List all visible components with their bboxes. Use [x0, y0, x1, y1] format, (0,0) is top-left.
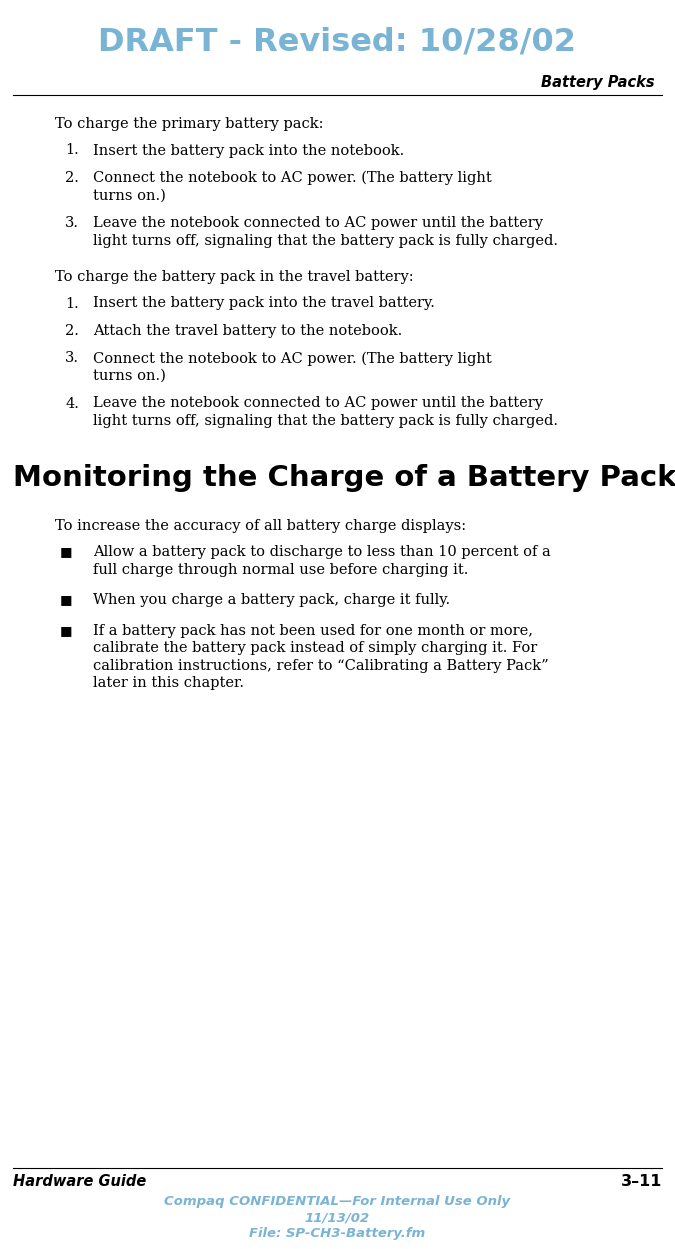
Text: To charge the primary battery pack:: To charge the primary battery pack: — [55, 117, 323, 131]
Text: later in this chapter.: later in this chapter. — [93, 676, 244, 691]
Text: 4.: 4. — [65, 396, 79, 411]
Text: Battery Packs: Battery Packs — [541, 75, 655, 90]
Text: Connect the notebook to AC power. (The battery light: Connect the notebook to AC power. (The b… — [93, 171, 492, 185]
Text: calibrate the battery pack instead of simply charging it. For: calibrate the battery pack instead of si… — [93, 641, 537, 656]
Text: Insert the battery pack into the notebook.: Insert the battery pack into the noteboo… — [93, 144, 404, 157]
Text: 2.: 2. — [65, 171, 79, 185]
Text: turns on.): turns on.) — [93, 368, 166, 383]
Text: Monitoring the Charge of a Battery Pack: Monitoring the Charge of a Battery Pack — [13, 463, 675, 492]
Text: full charge through normal use before charging it.: full charge through normal use before ch… — [93, 562, 468, 577]
Text: ■: ■ — [60, 623, 72, 637]
Text: 3–11: 3–11 — [620, 1174, 662, 1189]
Text: light turns off, signaling that the battery pack is fully charged.: light turns off, signaling that the batt… — [93, 413, 558, 428]
Text: Leave the notebook connected to AC power until the battery: Leave the notebook connected to AC power… — [93, 396, 543, 411]
Text: 3.: 3. — [65, 216, 79, 230]
Text: ■: ■ — [60, 545, 72, 558]
Text: Insert the battery pack into the travel battery.: Insert the battery pack into the travel … — [93, 296, 435, 311]
Text: Connect the notebook to AC power. (The battery light: Connect the notebook to AC power. (The b… — [93, 351, 492, 366]
Text: Leave the notebook connected to AC power until the battery: Leave the notebook connected to AC power… — [93, 216, 543, 230]
Text: 1.: 1. — [65, 144, 79, 157]
Text: turns on.): turns on.) — [93, 189, 166, 202]
Text: To increase the accuracy of all battery charge displays:: To increase the accuracy of all battery … — [55, 518, 466, 532]
Text: If a battery pack has not been used for one month or more,: If a battery pack has not been used for … — [93, 623, 533, 638]
Text: When you charge a battery pack, charge it fully.: When you charge a battery pack, charge i… — [93, 593, 450, 607]
Text: light turns off, signaling that the battery pack is fully charged.: light turns off, signaling that the batt… — [93, 234, 558, 247]
Text: Allow a battery pack to discharge to less than 10 percent of a: Allow a battery pack to discharge to les… — [93, 545, 551, 560]
Text: 3.: 3. — [65, 351, 79, 366]
Text: 1.: 1. — [65, 296, 79, 311]
Text: Attach the travel battery to the notebook.: Attach the travel battery to the noteboo… — [93, 323, 402, 338]
Text: 2.: 2. — [65, 323, 79, 338]
Text: DRAFT - Revised: 10/28/02: DRAFT - Revised: 10/28/02 — [99, 26, 576, 57]
Text: ■: ■ — [60, 593, 72, 606]
Text: Hardware Guide: Hardware Guide — [13, 1174, 146, 1189]
Text: calibration instructions, refer to “Calibrating a Battery Pack”: calibration instructions, refer to “Cali… — [93, 658, 549, 673]
Text: 11/13/02: 11/13/02 — [305, 1212, 370, 1224]
Text: To charge the battery pack in the travel battery:: To charge the battery pack in the travel… — [55, 270, 414, 284]
Text: File: SP-CH3-Battery.fm: File: SP-CH3-Battery.fm — [249, 1228, 426, 1240]
Text: Compaq CONFIDENTIAL—For Internal Use Only: Compaq CONFIDENTIAL—For Internal Use Onl… — [165, 1195, 510, 1209]
